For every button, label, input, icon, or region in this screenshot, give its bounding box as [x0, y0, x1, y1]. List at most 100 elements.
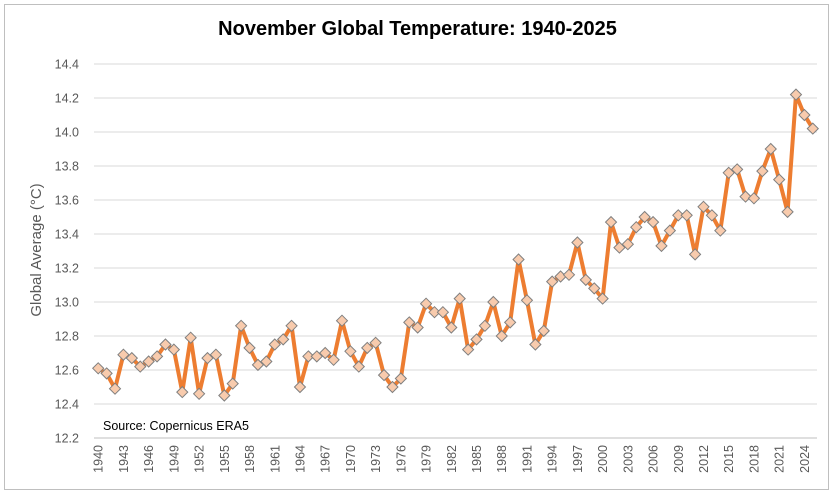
data-point: [125, 351, 139, 365]
data-point: [251, 358, 265, 372]
data-point: [176, 385, 189, 399]
x-tick-label: 1949: [167, 445, 181, 473]
x-tick-label: 2015: [722, 445, 736, 473]
data-point: [209, 348, 223, 361]
data-point: [268, 338, 281, 351]
data-point: [714, 224, 727, 237]
x-tick-label: 2021: [773, 445, 787, 473]
y-tick-label: 12.8: [55, 330, 79, 344]
data-point: [680, 209, 693, 222]
data-point: [730, 163, 744, 176]
data-point: [663, 224, 677, 237]
y-axis-ticks: 12.2 12.4 12.6 12.8 13.0 13.2 13.4 13.6 13.8 14.0…: [55, 58, 79, 446]
data-point: [646, 215, 660, 229]
x-tick-label: 1979: [420, 445, 434, 473]
data-point: [781, 205, 794, 219]
data-point: [487, 295, 500, 309]
data-point: [403, 316, 416, 329]
data-point: [411, 321, 424, 334]
x-tick-label: 1970: [344, 445, 358, 473]
data-point: [226, 377, 239, 390]
data-point: [739, 190, 752, 203]
data-point: [789, 88, 803, 101]
data-point: [369, 336, 382, 350]
x-tick-label: 2012: [697, 445, 711, 473]
x-tick-label: 1964: [293, 445, 307, 473]
data-point: [579, 273, 593, 287]
x-tick-label: 2009: [672, 445, 686, 473]
y-tick-label: 12.2: [55, 432, 79, 446]
y-tick-label: 12.4: [55, 398, 79, 412]
data-point: [436, 305, 450, 319]
data-point: [327, 353, 340, 367]
data-point: [260, 355, 273, 368]
data-point: [638, 210, 651, 224]
x-tick-label: 1952: [193, 445, 207, 473]
data-point: [352, 360, 366, 373]
data-point: [285, 319, 298, 333]
data-point: [697, 200, 710, 214]
series-line: [97, 92, 815, 398]
data-point: [798, 108, 811, 122]
data-point: [310, 350, 323, 363]
data-point: [596, 292, 609, 305]
y-tick-label: 13.2: [55, 262, 79, 276]
x-tick-label: 1985: [470, 445, 484, 473]
x-tick-label: 1973: [369, 445, 383, 473]
data-markers: [91, 88, 820, 402]
data-point: [419, 297, 433, 310]
x-tick-label: 1991: [520, 445, 534, 473]
data-point: [747, 192, 761, 205]
data-point: [722, 166, 735, 180]
x-tick-label: 1976: [394, 445, 408, 473]
data-point: [571, 236, 584, 249]
y-tick-label: 14.0: [55, 126, 79, 140]
y-tick-label: 13.8: [55, 160, 79, 174]
data-point: [335, 314, 349, 327]
data-point: [201, 351, 214, 365]
data-point: [150, 350, 164, 363]
data-point: [453, 292, 466, 305]
data-point: [108, 382, 122, 395]
y-tick-label: 13.0: [55, 296, 79, 310]
x-tick-label: 1943: [117, 445, 131, 473]
data-point: [688, 248, 702, 261]
data-point: [621, 237, 635, 251]
data-point: [445, 321, 458, 334]
data-point: [394, 372, 408, 385]
data-point: [705, 209, 719, 222]
data-point: [512, 253, 525, 266]
data-point: [276, 333, 290, 346]
data-point: [495, 329, 508, 343]
data-point: [655, 239, 668, 253]
data-point: [234, 319, 248, 333]
data-point: [361, 341, 374, 355]
x-tick-label: 2003: [621, 445, 635, 473]
x-tick-label: 1955: [218, 445, 232, 473]
y-axis-label: Global Average (°C): [28, 183, 45, 316]
data-point: [377, 368, 391, 382]
data-point: [243, 341, 256, 355]
data-point: [520, 294, 534, 307]
data-point: [318, 346, 332, 360]
data-point: [529, 338, 542, 351]
data-point: [630, 220, 643, 234]
data-point: [604, 215, 618, 229]
y-tick-label: 12.6: [55, 364, 79, 378]
data-point: [672, 209, 685, 222]
x-axis-ticks: 1940 1943 1946 1949 1952 1955 1958 1961 1964 1967…: [92, 445, 812, 473]
data-point: [478, 319, 492, 333]
source-annotation: Source: Copernicus ERA5: [103, 419, 249, 433]
y-tick-label: 13.6: [55, 194, 79, 208]
y-tick-label: 14.2: [55, 92, 79, 106]
data-point: [167, 343, 181, 356]
x-tick-label: 2024: [798, 445, 812, 473]
data-point: [100, 367, 113, 380]
x-tick-label: 2000: [596, 445, 610, 473]
data-point: [91, 362, 105, 375]
gridlines: [94, 63, 817, 439]
data-point: [159, 338, 172, 351]
x-tick-label: 2006: [647, 445, 661, 473]
data-point: [344, 345, 357, 358]
